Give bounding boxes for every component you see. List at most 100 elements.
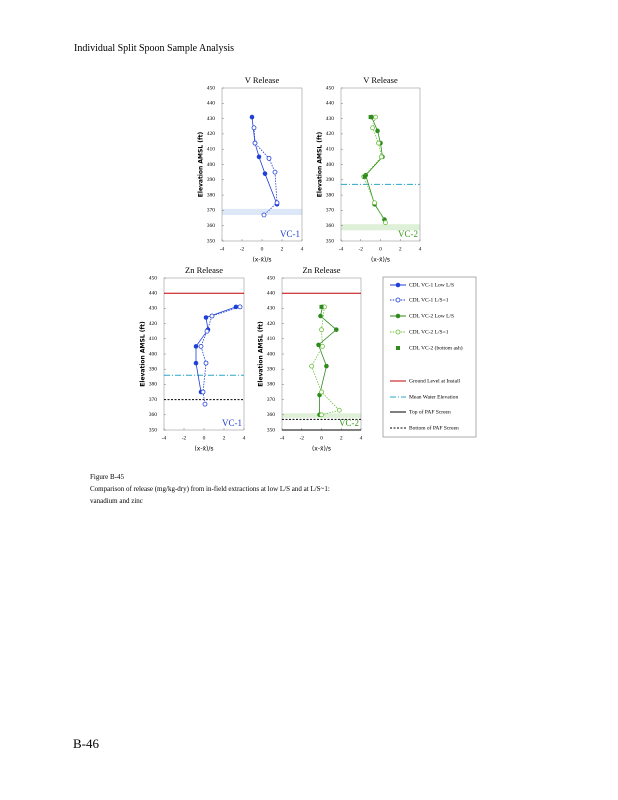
y-tick-label: 350 (267, 427, 276, 433)
y-tick-label: 370 (267, 397, 276, 403)
chart-tag: VC-2 (398, 229, 418, 239)
chart-title: Zn Release (185, 265, 223, 275)
y-tick-label: 390 (207, 177, 216, 183)
screen-band (341, 224, 420, 231)
data-point (198, 343, 204, 349)
data-point (203, 360, 209, 366)
x-axis-label: (x-x̄)/s (252, 257, 271, 264)
legend-label: Top of PAF Screen (409, 408, 451, 415)
data-point (319, 304, 324, 309)
y-tick-label: 410 (267, 336, 276, 342)
series-line (363, 116, 386, 223)
data-point (379, 154, 384, 160)
y-tick-label: 390 (326, 177, 335, 183)
data-point (272, 169, 278, 175)
y-tick-label: 380 (326, 192, 335, 198)
y-tick-label: 400 (207, 162, 216, 168)
caption-text: Comparison of release (mg/kg-dry) from i… (90, 485, 330, 493)
data-point (204, 328, 210, 334)
data-point (362, 174, 367, 179)
data-point (376, 140, 381, 146)
legend-label: CDL VC-1 Low L/S (409, 282, 454, 288)
x-tick-label: 2 (340, 435, 343, 441)
x-axis-label: (x-x̄)/s (194, 446, 213, 453)
data-point (316, 342, 321, 348)
legend-label: CDL VC-2 (bottom ash) (409, 344, 463, 351)
data-point (373, 114, 378, 120)
x-tick-label: 4 (301, 246, 304, 252)
data-point (375, 128, 380, 134)
x-tick-label: 4 (419, 246, 422, 252)
page-number: B-46 (73, 736, 99, 751)
x-tick-label: 4 (360, 435, 363, 441)
y-tick-label: 420 (207, 131, 216, 137)
x-tick-label: -2 (182, 435, 187, 441)
y-tick-label: 360 (207, 223, 216, 229)
data-point (193, 344, 199, 349)
chart-tag: VC-2 (339, 418, 359, 428)
x-tick-label: -4 (280, 435, 285, 441)
data-point (334, 327, 339, 332)
data-point (395, 297, 401, 303)
y-tick-label: 450 (149, 275, 158, 281)
data-point (395, 329, 401, 335)
data-point (202, 401, 208, 407)
data-point (237, 304, 243, 310)
data-point (319, 389, 324, 395)
y-axis-label: Elevation AMSL (ft) (198, 132, 205, 198)
y-tick-label: 370 (326, 208, 335, 214)
data-point (372, 200, 377, 206)
x-tick-label: -2 (358, 246, 363, 252)
data-point (274, 200, 280, 206)
x-tick-label: 2 (281, 246, 284, 252)
data-point (249, 114, 255, 120)
y-tick-label: 420 (326, 131, 335, 137)
data-point (203, 315, 209, 320)
chart-tag: VC-1 (222, 418, 242, 428)
legend-label: Mean Water Elevation (409, 394, 458, 400)
y-tick-label: 450 (326, 85, 335, 91)
series-line (311, 306, 341, 416)
y-tick-label: 400 (326, 162, 335, 168)
data-point (370, 125, 376, 131)
chart-tag: VC-1 (280, 229, 300, 239)
x-tick-label: 0 (261, 246, 264, 252)
data-point (193, 360, 199, 366)
x-tick-label: -4 (339, 246, 344, 252)
y-tick-label: 420 (267, 321, 276, 327)
data-point (395, 282, 401, 288)
data-point (395, 313, 401, 319)
y-tick-label: 450 (267, 275, 276, 281)
y-tick-label: 410 (207, 146, 216, 152)
y-tick-label: 400 (149, 351, 158, 357)
legend-label: Bottom of PAF Screen (409, 424, 459, 431)
y-tick-label: 360 (326, 223, 335, 229)
y-tick-label: 350 (149, 427, 158, 433)
y-tick-label: 440 (149, 290, 158, 296)
y-axis-label: Elevation AMSL (ft) (258, 321, 265, 387)
series-line (251, 117, 278, 205)
legend-label: CDL VC-2 Low L/S (409, 313, 454, 319)
plot-frame (340, 87, 421, 242)
y-tick-label: 390 (149, 366, 158, 372)
legend-label: Ground Level at Install (409, 378, 461, 384)
y-axis-label: Elevation AMSL (ft) (317, 132, 324, 198)
x-tick-label: 4 (243, 435, 246, 441)
y-tick-label: 400 (267, 351, 276, 357)
data-point (396, 346, 400, 350)
data-point (261, 212, 267, 218)
data-point (319, 412, 324, 418)
data-point (368, 115, 373, 120)
x-tick-label: 0 (203, 435, 206, 441)
y-tick-label: 410 (149, 336, 158, 342)
data-point (200, 389, 206, 395)
y-tick-label: 380 (207, 192, 216, 198)
data-point (256, 154, 262, 160)
screen-band (222, 208, 302, 215)
chart-title: Zn Release (303, 265, 341, 275)
data-point (320, 343, 325, 349)
y-tick-label: 410 (326, 146, 335, 152)
data-point (262, 171, 268, 176)
